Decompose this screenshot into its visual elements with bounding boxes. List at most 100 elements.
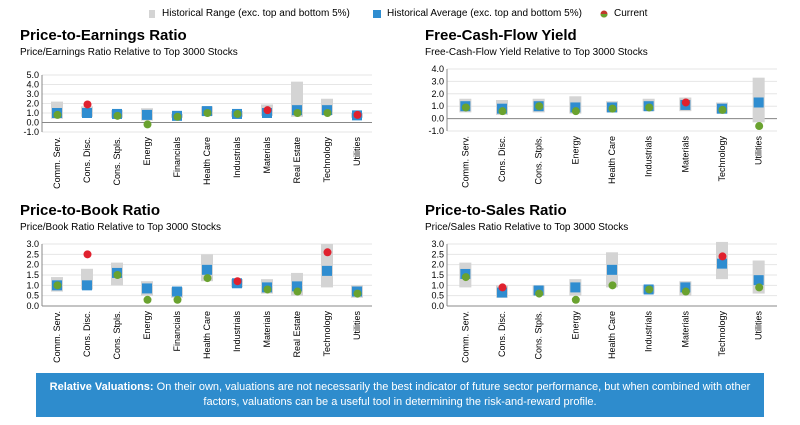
average-marker (717, 258, 727, 269)
y-tick-label: 2.0 (26, 260, 39, 270)
current-marker (83, 250, 92, 259)
chart-title: Price-to-Earnings Ratio (20, 27, 187, 44)
legend-range-swatch (149, 10, 155, 18)
category-label: Technology (717, 311, 727, 357)
chart-title: Free-Cash-Flow Yield (425, 27, 577, 44)
category-label: Energy (142, 137, 152, 166)
y-tick-label: 0.5 (26, 291, 39, 301)
pb-ratio-panel: Price-to-Book Ratio Price/Book Ratio Rel… (20, 202, 380, 372)
average-marker (292, 281, 302, 292)
current-marker (535, 289, 544, 298)
category-label: Materials (680, 311, 690, 348)
average-marker (82, 108, 92, 118)
current-marker (645, 103, 654, 112)
y-tick-label: 2.0 (431, 260, 444, 270)
current-marker (681, 287, 690, 296)
average-marker (172, 286, 182, 297)
current-marker (173, 295, 182, 304)
category-label: Cons. Stpls. (534, 311, 544, 360)
category-label: Cons. Stpls. (112, 137, 122, 186)
y-tick-label: -1.0 (23, 127, 39, 137)
y-tick-label: 1.0 (431, 280, 444, 290)
y-tick-label: 4.0 (26, 80, 39, 90)
current-marker (263, 285, 272, 294)
chart-subtitle: Free-Cash-Flow Yield Relative to Top 300… (425, 47, 648, 58)
average-marker (497, 287, 507, 298)
category-label: Comm. Serv. (52, 137, 62, 189)
category-label: Cons. Disc. (82, 311, 92, 357)
current-marker (755, 122, 764, 131)
category-label: Comm. Serv. (460, 311, 470, 363)
y-tick-label: 1.5 (26, 270, 39, 280)
y-tick-label: 2.5 (431, 249, 444, 259)
category-label: Technology (322, 311, 332, 357)
current-marker (718, 252, 727, 261)
category-label: Health Care (607, 136, 617, 184)
relative-valuations-banner: Relative Valuations: On their own, valua… (36, 373, 764, 417)
category-label: Financials (172, 311, 182, 352)
y-tick-label: 2.0 (26, 99, 39, 109)
y-tick-label: 3.0 (26, 89, 39, 99)
average-marker (570, 282, 581, 293)
average-marker (322, 265, 332, 276)
category-label: Cons. Disc. (497, 136, 507, 182)
chart-title: Price-to-Book Ratio (20, 202, 161, 219)
ps-ratio-chart: 3.02.52.01.51.00.50.0 Comm. Serv. Cons. Di… (431, 239, 777, 363)
current-marker (53, 281, 62, 290)
category-label: Comm. Serv. (460, 136, 470, 188)
current-marker (498, 107, 507, 116)
pe-ratio-panel: Price-to-Earnings Ratio Price/Earnings R… (20, 27, 380, 197)
current-marker (323, 248, 332, 257)
average-marker (142, 283, 152, 294)
current-marker (571, 107, 580, 116)
average-marker (753, 275, 764, 286)
y-tick-label: 0.0 (26, 118, 39, 128)
ps-ratio-panel: Price-to-Sales Ratio Price/Sales Ratio R… (425, 202, 785, 372)
category-label: Health Care (202, 137, 212, 185)
current-marker (461, 103, 470, 112)
current-marker (143, 120, 152, 129)
current-marker (233, 277, 242, 286)
category-label: Comm. Serv. (52, 311, 62, 363)
chart-subtitle: Price/Earnings Ratio Relative to Top 300… (20, 47, 238, 58)
y-tick-label: 3.0 (26, 239, 39, 249)
current-marker (535, 102, 544, 111)
legend-average-label: Historical Average (exc. top and bottom … (387, 8, 582, 19)
category-label: Cons. Stpls. (534, 136, 544, 185)
chart-subtitle: Price/Sales Ratio Relative to Top 3000 S… (425, 222, 629, 233)
category-label: Utilities (352, 137, 362, 167)
y-tick-label: 2.5 (26, 249, 39, 259)
current-marker (53, 110, 62, 119)
category-label: Industrials (232, 137, 242, 179)
chart-title: Price-to-Sales Ratio (425, 202, 567, 219)
current-marker (681, 98, 690, 107)
pe-ratio-chart: 5.04.03.02.01.00.0-1.0 Comm. Serv. Cons. D… (23, 70, 372, 189)
current-marker (571, 295, 580, 304)
y-tick-label: 1.0 (26, 280, 39, 290)
category-label: Utilities (754, 311, 764, 341)
category-label: Materials (262, 311, 272, 348)
y-tick-label: 3.0 (431, 76, 444, 86)
category-label: Industrials (644, 311, 654, 353)
category-label: Energy (142, 311, 152, 340)
current-marker (113, 111, 122, 120)
y-tick-label: 5.0 (26, 70, 39, 80)
current-marker (608, 281, 617, 290)
y-tick-label: 1.5 (431, 270, 444, 280)
legend-range-label: Historical Range (exc. top and bottom 5%… (162, 8, 350, 19)
current-marker (113, 271, 122, 279)
category-label: Real Estate (292, 311, 302, 358)
current-marker (718, 105, 727, 114)
legend-current-label: Current (614, 8, 648, 19)
y-tick-label: 0.0 (26, 301, 39, 311)
y-tick-label: 0.5 (431, 291, 444, 301)
category-label: Materials (680, 136, 690, 173)
current-marker (233, 109, 242, 118)
y-tick-label: 0.0 (431, 301, 444, 311)
current-marker (461, 273, 470, 282)
average-marker (82, 280, 92, 291)
current-marker (498, 283, 507, 292)
fcf-yield-chart: 4.0 3.0 2.0 1.0 0.0 -1.0 Comm. Serv. Cons. Disc… (428, 64, 777, 188)
banner-content: Relative Valuations: On their own, valua… (46, 380, 754, 410)
category-label: Industrials (232, 311, 242, 353)
